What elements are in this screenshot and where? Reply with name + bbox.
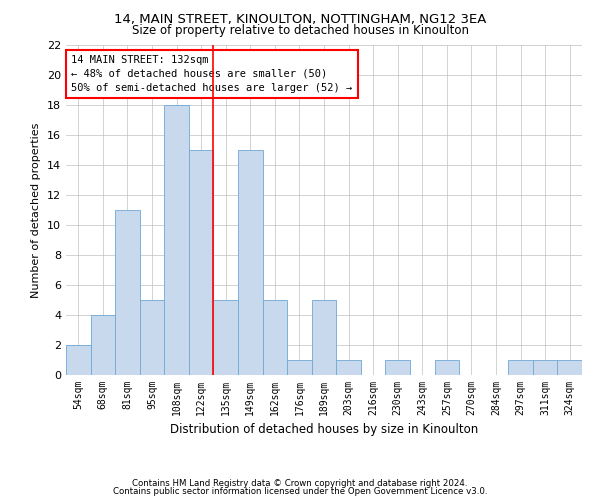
Bar (91, 315, 115, 375)
Bar (385, 360, 410, 375)
Bar (287, 360, 312, 375)
Bar (164, 105, 189, 375)
Bar (508, 360, 533, 375)
Text: Contains HM Land Registry data © Crown copyright and database right 2024.: Contains HM Land Registry data © Crown c… (132, 478, 468, 488)
Text: Size of property relative to detached houses in Kinoulton: Size of property relative to detached ho… (131, 24, 469, 37)
Text: 14, MAIN STREET, KINOULTON, NOTTINGHAM, NG12 3EA: 14, MAIN STREET, KINOULTON, NOTTINGHAM, … (114, 12, 486, 26)
Text: 14 MAIN STREET: 132sqm
← 48% of detached houses are smaller (50)
50% of semi-det: 14 MAIN STREET: 132sqm ← 48% of detached… (71, 55, 352, 93)
Bar (312, 300, 336, 375)
Bar (115, 210, 140, 375)
Bar (434, 360, 459, 375)
Bar (238, 150, 263, 375)
Y-axis label: Number of detached properties: Number of detached properties (31, 122, 41, 298)
Bar (189, 150, 214, 375)
Bar (66, 345, 91, 375)
Text: Contains public sector information licensed under the Open Government Licence v3: Contains public sector information licen… (113, 487, 487, 496)
Bar (214, 300, 238, 375)
Bar (533, 360, 557, 375)
Bar (263, 300, 287, 375)
Bar (557, 360, 582, 375)
X-axis label: Distribution of detached houses by size in Kinoulton: Distribution of detached houses by size … (170, 424, 478, 436)
Bar (140, 300, 164, 375)
Bar (336, 360, 361, 375)
